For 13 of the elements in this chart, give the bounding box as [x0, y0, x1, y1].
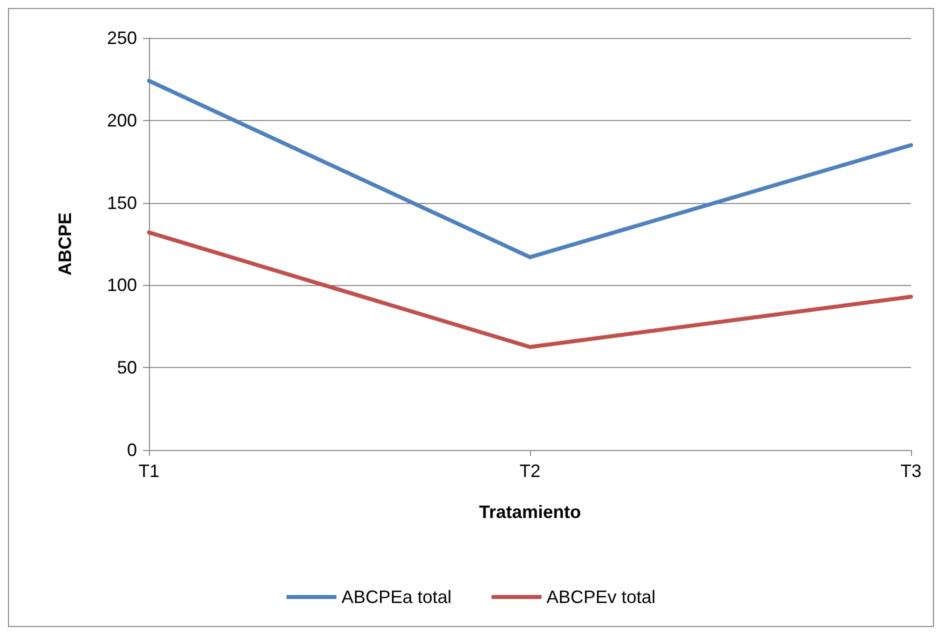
- x-tick-label: T1: [138, 461, 160, 481]
- x-tick-label: T2: [519, 461, 541, 481]
- x-axis-title: Tratamiento: [478, 502, 582, 522]
- y-tick-label: 50: [116, 358, 137, 378]
- y-tick-label: 200: [106, 110, 137, 130]
- y-tick-label: 250: [106, 28, 137, 48]
- legend-label: ABCPEv total: [546, 587, 656, 607]
- y-axis-title: ABCPE: [55, 212, 75, 276]
- y-tick-label: 100: [106, 275, 137, 296]
- y-tick-label: 0: [126, 440, 137, 460]
- y-tick-label: 150: [106, 192, 137, 213]
- x-tick-label: T3: [900, 461, 922, 481]
- legend-label: ABCPEa total: [341, 587, 452, 607]
